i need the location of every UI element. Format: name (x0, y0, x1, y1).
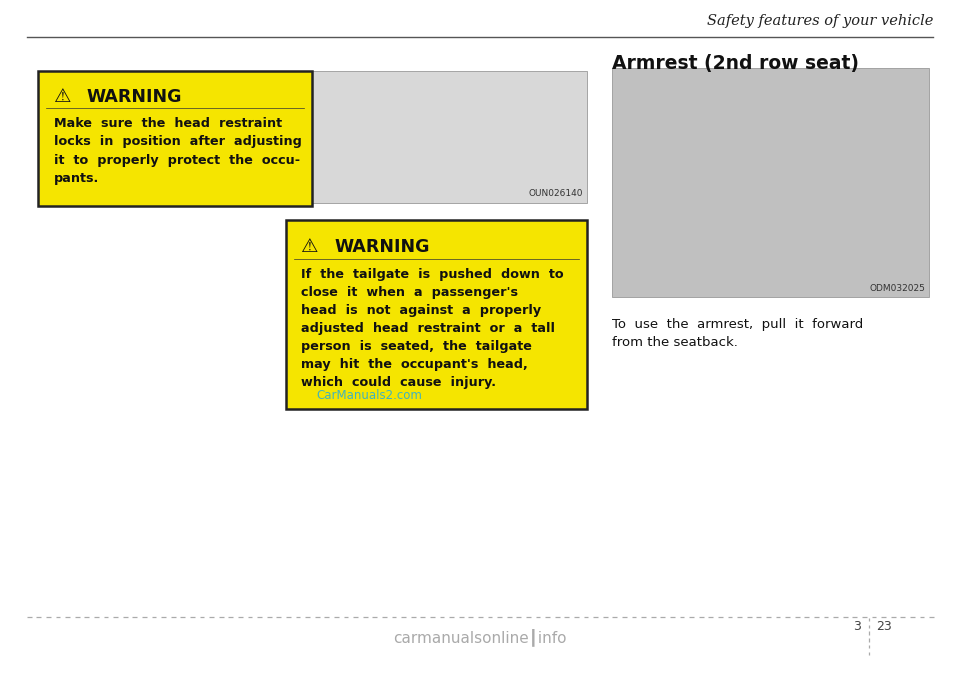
FancyBboxPatch shape (286, 220, 587, 409)
Text: 3: 3 (853, 620, 861, 633)
Text: ODM032025: ODM032025 (870, 284, 925, 293)
Text: Armrest (2nd row seat): Armrest (2nd row seat) (612, 54, 859, 73)
Text: If  the  tailgate  is  pushed  down  to
close  it  when  a  passenger's
head  is: If the tailgate is pushed down to close … (301, 268, 564, 389)
Text: 23: 23 (876, 620, 892, 633)
FancyBboxPatch shape (286, 71, 587, 203)
Text: CarManuals2.com: CarManuals2.com (317, 389, 422, 402)
Text: WARNING: WARNING (86, 88, 181, 105)
Text: OUN026140: OUN026140 (528, 189, 583, 198)
Text: To  use  the  armrest,  pull  it  forward
from the seatback.: To use the armrest, pull it forward from… (612, 318, 864, 349)
Text: Make  sure  the  head  restraint
locks  in  position  after  adjusting
it  to  p: Make sure the head restraint locks in po… (54, 117, 301, 185)
Text: Safety features of your vehicle: Safety features of your vehicle (707, 14, 933, 28)
Text: carmanualsonline┃info: carmanualsonline┃info (394, 629, 566, 646)
FancyBboxPatch shape (38, 71, 312, 206)
Text: WARNING: WARNING (334, 238, 429, 256)
Text: ⚠: ⚠ (54, 87, 71, 106)
Text: ⚠: ⚠ (301, 237, 319, 256)
FancyBboxPatch shape (612, 68, 929, 297)
